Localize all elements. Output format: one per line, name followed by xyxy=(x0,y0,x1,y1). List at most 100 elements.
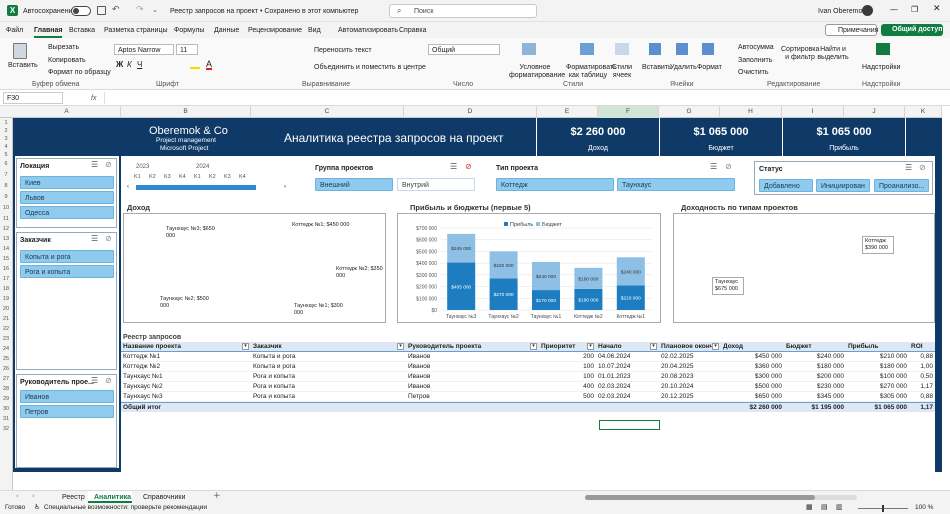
table-row[interactable]: Коттедж №2 Копыта и рога Иванов 100 10.07.20… xyxy=(121,362,935,372)
bar-profit[interactable] xyxy=(489,278,518,310)
bar-profit[interactable] xyxy=(447,262,476,310)
slicer-item[interactable]: Копыта и рога xyxy=(20,250,114,263)
slicer-item[interactable]: Львов xyxy=(20,191,114,204)
column-header[interactable]: J xyxy=(844,106,905,118)
bar-budget[interactable] xyxy=(447,233,476,263)
slicer-item[interactable]: Таунхаус xyxy=(617,178,735,191)
redo-icon[interactable]: ↷ xyxy=(136,5,144,15)
menu-0[interactable]: Файл xyxy=(6,27,24,34)
chart-profit[interactable]: Прибыль Бюджет $0 $100 000 $200 000 $300 000 $… xyxy=(397,213,661,323)
row-header[interactable]: 26 xyxy=(2,366,10,372)
menu-9[interactable]: Справка xyxy=(399,27,427,34)
tab-analytics[interactable]: Аналитика xyxy=(88,491,132,503)
fill-button[interactable]: Заполнить xyxy=(738,57,773,64)
bar-profit[interactable] xyxy=(616,285,645,310)
bar-budget[interactable] xyxy=(574,267,603,289)
menu-5[interactable]: Данные xyxy=(214,27,240,34)
filter-dropdown-icon[interactable]: ▾ xyxy=(530,343,537,350)
bold-button[interactable]: Ж xyxy=(116,60,124,69)
filter-dropdown-icon[interactable]: ▾ xyxy=(587,343,594,350)
column-header[interactable]: C xyxy=(251,106,404,118)
bar-profit[interactable] xyxy=(574,288,603,310)
slicer-item[interactable]: Петров xyxy=(20,405,114,418)
timeline-bar[interactable] xyxy=(136,185,256,190)
menu-2[interactable]: Вставка xyxy=(69,27,96,34)
multiselect-icon[interactable]: ☰ xyxy=(710,162,718,171)
status-accessibility[interactable]: Специальные возможности: проверьте реком… xyxy=(44,504,207,511)
filter-dropdown-icon[interactable]: ▾ xyxy=(397,343,404,350)
tab-registry[interactable]: Реестр xyxy=(62,494,85,501)
view-normal-icon[interactable]: ▦ xyxy=(806,504,813,511)
filter-dropdown-icon[interactable]: ▾ xyxy=(242,343,249,350)
row-header[interactable]: 18 xyxy=(2,286,10,292)
avatar[interactable] xyxy=(862,5,873,16)
slicer-item[interactable]: Инициирован xyxy=(816,179,870,192)
clear-filter-icon[interactable]: ⊘ xyxy=(105,234,112,243)
column-header[interactable]: F xyxy=(598,106,659,118)
table-row[interactable]: Таунхаус №1 Рога и копыта Иванов 100 01.01.2… xyxy=(121,372,935,382)
fx-icon[interactable]: fx xyxy=(91,95,97,102)
restore-icon[interactable]: ❐ xyxy=(911,5,919,14)
clear-filter-icon[interactable]: ⊘ xyxy=(919,163,926,172)
copy-button[interactable]: Копировать xyxy=(48,57,86,64)
paste-icon[interactable] xyxy=(13,43,27,59)
share-button[interactable]: Общий доступ xyxy=(881,24,943,36)
cell-styles-button[interactable]: Стили ячеек xyxy=(611,64,633,79)
row-header[interactable]: 22 xyxy=(2,326,10,332)
row-header[interactable]: 27 xyxy=(2,376,10,382)
row-header[interactable]: 3 xyxy=(4,136,8,142)
horizontal-scrollbar[interactable] xyxy=(585,495,857,500)
timeline-quarter[interactable]: K3 xyxy=(164,174,171,180)
row-header[interactable]: 15 xyxy=(2,256,10,262)
row-header[interactable]: 17 xyxy=(2,276,10,282)
zoom-level[interactable]: 100 % xyxy=(915,504,934,511)
slicer-item[interactable]: Рога и копыта xyxy=(20,265,114,278)
clear-filter-icon[interactable]: ⊘ xyxy=(725,162,732,171)
delete-cells-button[interactable]: Удалить xyxy=(670,64,697,71)
timeline-quarter[interactable]: K4 xyxy=(239,174,246,180)
insert-cells-icon[interactable] xyxy=(649,43,661,55)
add-sheet-icon[interactable]: + xyxy=(213,491,221,501)
clear-filter-icon[interactable]: ⊘ xyxy=(465,162,472,171)
bar-budget[interactable] xyxy=(616,257,645,286)
row-header[interactable]: 32 xyxy=(2,426,10,432)
slicer-item[interactable]: Коттедж xyxy=(496,178,614,191)
row-header[interactable]: 16 xyxy=(2,266,10,272)
tab-scroll-right-icon[interactable]: › xyxy=(32,492,35,500)
row-header[interactable]: 30 xyxy=(2,406,10,412)
menu-3[interactable]: Разметка страницы xyxy=(104,27,168,34)
row-header[interactable]: 20 xyxy=(2,306,10,312)
bar-profit[interactable] xyxy=(532,290,560,310)
clear-filter-icon[interactable]: ⊘ xyxy=(105,376,112,385)
slicer-item[interactable]: Внешний xyxy=(315,178,393,191)
row-header[interactable]: 28 xyxy=(2,386,10,392)
row-header[interactable]: 23 xyxy=(2,336,10,342)
delete-cells-icon[interactable] xyxy=(676,43,688,55)
menu-1[interactable]: Главная xyxy=(34,27,63,38)
timeline-quarter[interactable]: K4 xyxy=(179,174,186,180)
underline-button[interactable]: Ч xyxy=(137,60,143,69)
chart-income[interactable]: Коттедж №1; $450 000 Коттедж №2; $350 00… xyxy=(123,213,386,323)
timeline-quarter[interactable]: K1 xyxy=(134,174,141,180)
row-header[interactable]: 24 xyxy=(2,346,10,352)
active-cell[interactable] xyxy=(599,420,660,430)
qat-chevron-icon[interactable]: ⌄ xyxy=(152,6,158,14)
multiselect-icon[interactable]: ☰ xyxy=(450,162,458,171)
comments-button[interactable]: Примечания xyxy=(825,24,878,36)
view-pagebreak-icon[interactable]: ▥ xyxy=(836,504,843,511)
column-header[interactable]: I xyxy=(782,106,844,118)
slicer-item[interactable]: Внутрий xyxy=(397,178,475,191)
sort-filter-button[interactable]: Сортировка и фильтр xyxy=(781,46,820,61)
column-header[interactable]: E xyxy=(537,106,598,118)
search-box[interactable]: ⌕ Поиск xyxy=(389,4,537,18)
table-row[interactable]: Коттедж №1 Копыта и рога Иванов 200 04.06.20… xyxy=(121,352,935,362)
row-header[interactable]: 2 xyxy=(4,128,8,134)
table-row[interactable]: Таунхаус №2 Рога и копыта Иванов 400 02.03.2… xyxy=(121,382,935,392)
clear-filter-icon[interactable]: ⊘ xyxy=(105,160,112,169)
column-header[interactable]: H xyxy=(720,106,782,118)
menu-8[interactable]: Автоматизировать xyxy=(338,27,399,34)
menu-7[interactable]: Вид xyxy=(308,27,321,34)
row-header[interactable]: 13 xyxy=(2,236,10,242)
tab-references[interactable]: Справочники xyxy=(143,494,186,501)
italic-button[interactable]: К xyxy=(127,60,132,69)
